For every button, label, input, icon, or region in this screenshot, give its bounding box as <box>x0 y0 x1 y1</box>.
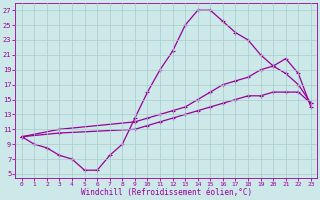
X-axis label: Windchill (Refroidissement éolien,°C): Windchill (Refroidissement éolien,°C) <box>81 188 252 197</box>
